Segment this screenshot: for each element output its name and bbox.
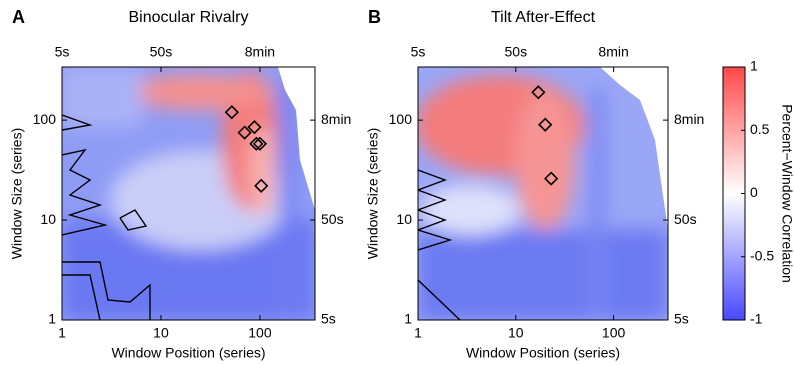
marker: [249, 136, 264, 151]
chart-title: Binocular Rivalry: [128, 9, 248, 26]
y-axis-label: Window Size (series): [9, 128, 25, 259]
panel-label: B: [368, 7, 381, 27]
marker: [531, 85, 546, 100]
y-tick-label: 10: [396, 211, 412, 227]
colorbar-label: Percent−Window Correlation: [779, 104, 794, 283]
x-tick-label: 1: [414, 325, 422, 341]
colorbar-tick-label: 0: [750, 184, 758, 200]
marker: [237, 125, 252, 140]
colorbar-tick-label: -1: [750, 311, 763, 327]
colorbar-tick-label: 1: [750, 58, 758, 74]
x-axis-label: Window Position (series): [111, 345, 265, 361]
colorbar-tick-label: -0.5: [750, 247, 774, 263]
colorbar-tick-label: 0.5: [750, 121, 770, 137]
top-tick-label: 8min: [245, 44, 275, 60]
marker: [538, 117, 553, 132]
right-tick-label: 50s: [321, 211, 344, 227]
y-tick-label: 1: [404, 311, 412, 327]
top-tick-label: 50s: [150, 44, 173, 60]
top-tick-label: 50s: [505, 44, 528, 60]
x-tick-label: 100: [602, 325, 626, 341]
top-tick-label: 5s: [55, 44, 70, 60]
right-tick-label: 8min: [321, 111, 351, 127]
plot-frame: [61, 66, 316, 321]
y-tick-label: 100: [389, 111, 413, 127]
heatmap-a: [62, 67, 315, 320]
right-tick-label: 5s: [321, 311, 336, 327]
x-tick-label: 10: [508, 325, 524, 341]
y-tick-label: 100: [33, 111, 57, 127]
marker: [247, 120, 262, 135]
marker: [224, 105, 239, 120]
y-tick-label: 1: [48, 311, 56, 327]
x-tick-label: 1: [58, 325, 66, 341]
y-axis-label: Window Size (series): [365, 128, 381, 259]
top-tick-label: 5s: [411, 44, 426, 60]
x-axis-label: Window Position (series): [466, 345, 620, 361]
plot-frame: [417, 66, 669, 321]
top-tick-label: 8min: [598, 44, 628, 60]
y-tick-label: 10: [40, 211, 56, 227]
right-tick-label: 50s: [674, 211, 697, 227]
marker: [252, 136, 268, 151]
x-tick-label: 100: [248, 325, 272, 341]
x-tick-label: 10: [153, 325, 169, 341]
right-tick-label: 5s: [674, 311, 689, 327]
heatmap-b: [418, 67, 668, 320]
chart-title: Tilt After-Effect: [491, 9, 596, 26]
panel-label: A: [12, 7, 25, 27]
marker: [254, 178, 269, 193]
marker: [544, 171, 559, 186]
right-tick-label: 8min: [674, 111, 704, 127]
